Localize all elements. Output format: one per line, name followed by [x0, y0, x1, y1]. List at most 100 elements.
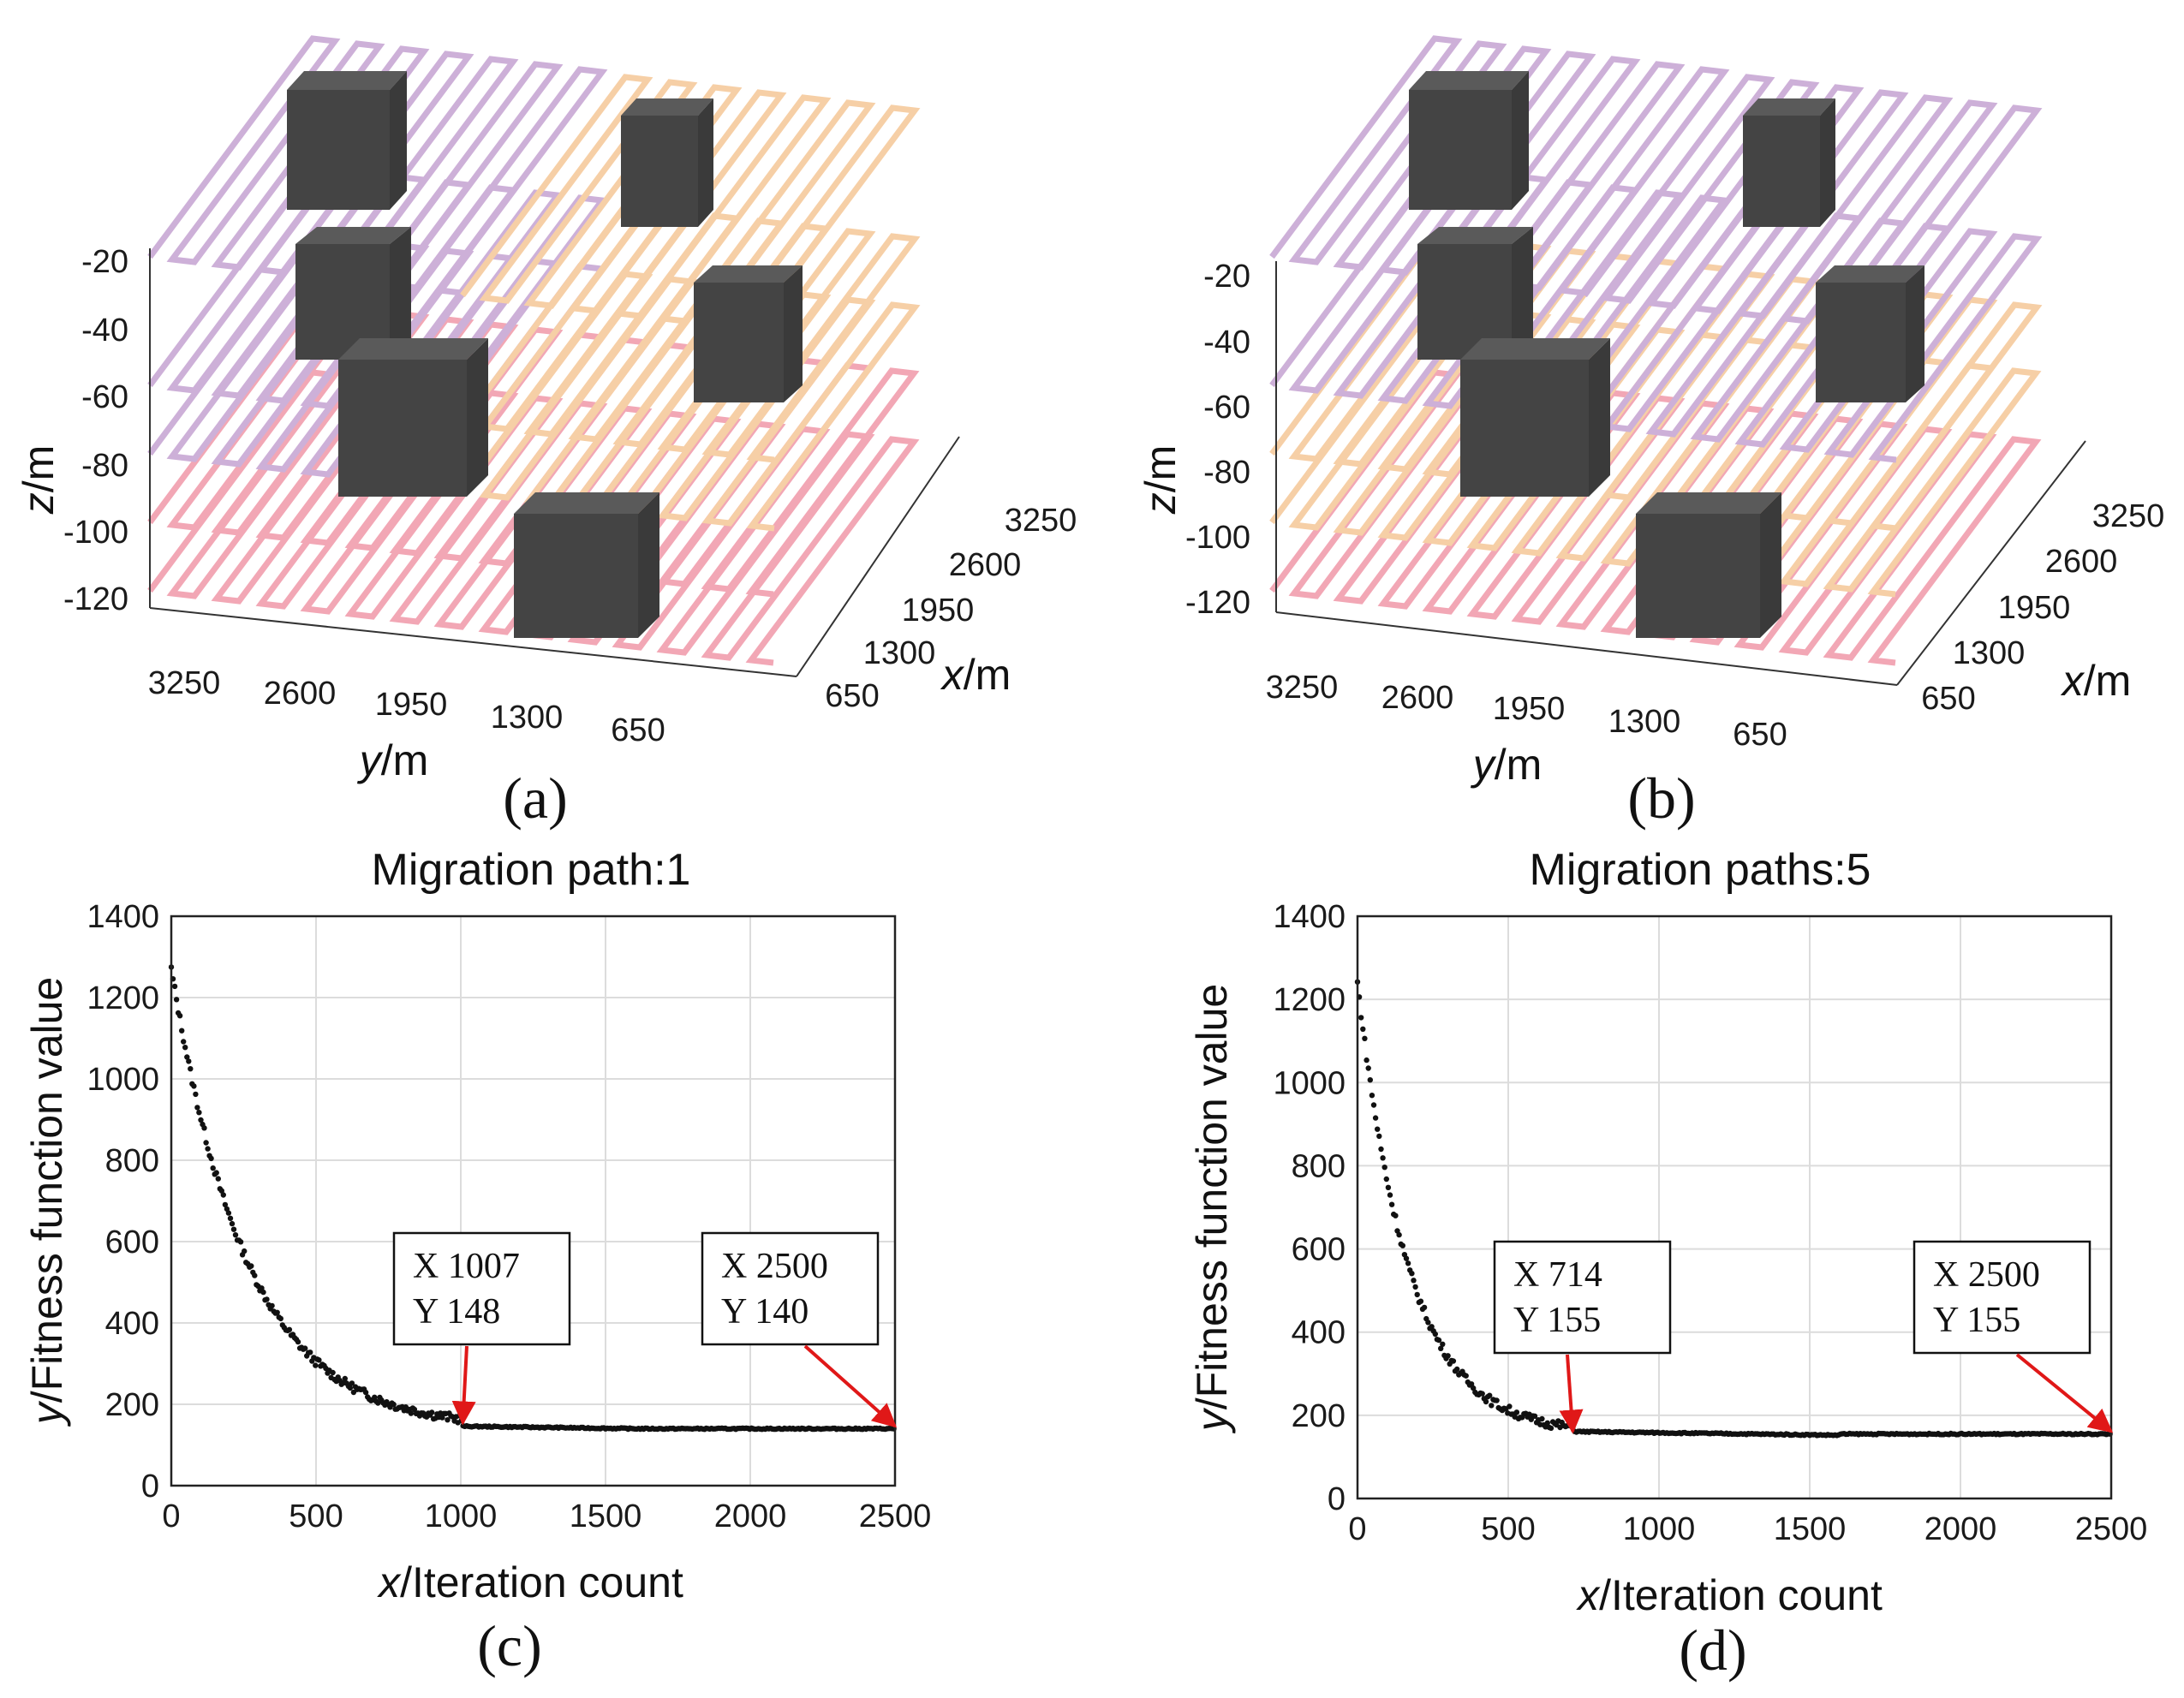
data-point — [1544, 1420, 1551, 1427]
x-tick-label: 2000 — [1924, 1511, 1997, 1547]
plot-frame — [170, 915, 897, 1487]
data-point — [215, 1176, 221, 1182]
datatip-y-label: Y 140 — [721, 1292, 809, 1332]
x-tick-label: 500 — [1481, 1511, 1535, 1547]
obstacle-block — [1636, 514, 1760, 638]
data-point — [277, 1315, 283, 1322]
y-tick-label: 400 — [105, 1306, 159, 1342]
y-tick-label: 600 — [1292, 1232, 1346, 1268]
panel-b-x-axis: 3250 2600 1950 1300 650 x/m — [1896, 440, 2164, 717]
data-point — [218, 1188, 224, 1194]
obstacle-top-face — [1816, 265, 1924, 283]
data-point — [1489, 1403, 1495, 1409]
data-point — [1432, 1331, 1439, 1338]
obstacle-block — [694, 283, 784, 402]
data-point — [1417, 1298, 1424, 1304]
obstacle-side-face — [698, 98, 713, 227]
data-point — [1539, 1415, 1545, 1422]
data-point — [342, 1375, 348, 1382]
obstacle-block — [1409, 90, 1512, 210]
obstacle-top-face — [621, 98, 713, 116]
data-point — [1385, 1184, 1392, 1191]
y-tick: 650 — [1733, 717, 1787, 753]
panel-b-3d-plot: -20 -40 -60 -80 -100 -120 z/m 3250 2600 … — [1137, 35, 2164, 831]
y-tick: 2600 — [264, 676, 337, 712]
y-tick-label: 400 — [1292, 1315, 1346, 1351]
obstacle-side-face — [1760, 492, 1781, 638]
obstacle-top-face — [295, 227, 411, 244]
chart-title: Migration path:1 — [372, 845, 691, 895]
data-point — [349, 1380, 355, 1386]
data-point — [259, 1285, 265, 1291]
y-tick: 1300 — [1608, 704, 1681, 740]
datatip-x-label: X 2500 — [1933, 1255, 2040, 1295]
y-axis-label: y/Fitness function value — [23, 977, 71, 1427]
y-tick-label: 600 — [105, 1224, 159, 1260]
data-point — [295, 1338, 301, 1345]
datatip-x-label: X 2500 — [721, 1247, 828, 1286]
data-point — [408, 1410, 415, 1416]
data-point — [411, 1406, 418, 1413]
obstacle-side-face — [390, 71, 407, 210]
data-point — [1388, 1201, 1395, 1207]
datatip-box — [392, 1231, 571, 1346]
data-point — [213, 1170, 219, 1176]
x-axis-label: x/m — [2061, 657, 2132, 705]
data-point — [1440, 1341, 1446, 1348]
data-point — [1411, 1278, 1417, 1284]
data-point — [1369, 1093, 1375, 1099]
data-point — [302, 1345, 308, 1351]
data-point — [362, 1389, 369, 1396]
z-tick: -20 — [1203, 259, 1250, 295]
z-tick: -60 — [1203, 390, 1250, 426]
data-point — [1358, 1015, 1364, 1021]
obstacle-top-face — [338, 338, 488, 360]
data-point — [1403, 1255, 1410, 1261]
data-point — [1393, 1212, 1399, 1218]
tick-labels: 0 500 1000 1500 2000 2500 0 200 400 600 800 1000 120… — [1273, 899, 2147, 1547]
x-tick-label: 2500 — [2075, 1511, 2148, 1547]
data-point — [248, 1263, 254, 1269]
panel-b-caption: (b) — [1627, 766, 1695, 831]
data-point — [1548, 1425, 1554, 1432]
obstacle-side-face — [467, 338, 488, 497]
obstacle-top-face — [1417, 227, 1533, 244]
fitness-series — [1354, 979, 2113, 1439]
datatip-y-label: Y 148 — [413, 1292, 500, 1332]
data-point — [313, 1362, 319, 1368]
data-point — [220, 1192, 226, 1198]
data-point — [229, 1220, 236, 1227]
panel-a-caption: (a) — [503, 766, 567, 831]
z-tick: -100 — [1185, 520, 1250, 556]
y-tick-label: 0 — [1328, 1481, 1346, 1517]
panel-a-y-axis: 3250 2600 1950 1300 650 y/m — [148, 607, 797, 784]
x-tick-label: 0 — [1348, 1511, 1366, 1547]
obstacle-block — [1743, 116, 1820, 227]
data-point — [429, 1409, 435, 1415]
x-axis-label: x/m — [940, 651, 1011, 699]
y-tick-label: 800 — [1292, 1148, 1346, 1184]
data-point — [372, 1394, 378, 1401]
data-point — [1445, 1353, 1451, 1359]
data-point — [330, 1369, 336, 1376]
data-point — [1435, 1337, 1442, 1344]
data-point — [269, 1302, 275, 1309]
data-point — [1494, 1397, 1500, 1403]
z-tick: -80 — [1203, 455, 1250, 491]
obstacle-side-face — [1906, 265, 1924, 402]
y-tick-label: 0 — [141, 1469, 159, 1504]
data-point — [210, 1165, 216, 1171]
x-axis-label: x/Iteration count — [377, 1558, 683, 1606]
x-tick: 3250 — [1005, 503, 1077, 539]
data-point — [194, 1105, 200, 1111]
data-point — [1372, 1115, 1379, 1121]
data-point — [1381, 1165, 1387, 1171]
x-tick-label: 500 — [289, 1498, 343, 1534]
y-axis-label: y/Fitness function value — [1188, 984, 1236, 1434]
y-tick-label: 800 — [105, 1143, 159, 1179]
y-tick-label: 200 — [1292, 1398, 1346, 1434]
datatip-box — [701, 1231, 880, 1346]
data-point — [1412, 1284, 1418, 1290]
annotations: X 714 Y 155 X 2500 Y 155 — [1493, 1240, 2114, 1434]
